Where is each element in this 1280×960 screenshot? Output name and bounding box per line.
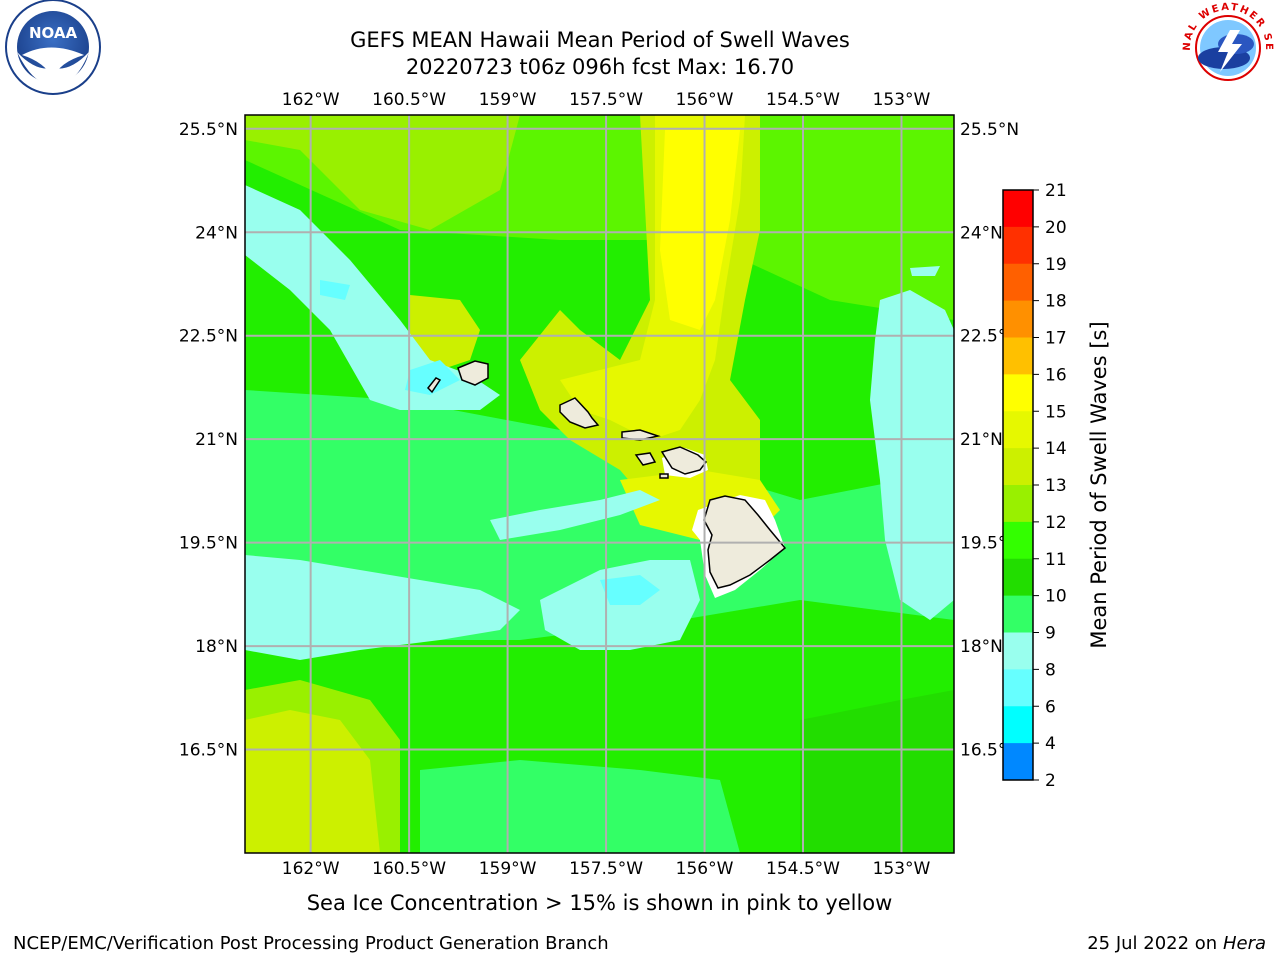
map-gridlines	[245, 115, 954, 853]
colorbar-tick-label: 19	[1045, 255, 1067, 275]
lat-label-left: 24°N	[195, 223, 238, 243]
island-molokai	[621, 429, 661, 441]
longitude-labels-top: 162°W 160.5°W 159°W 157.5°W 156°W 154.5°W 153°…	[282, 90, 931, 110]
map-subtitle: 20220723 t06z 096h fcst Max: 16.70	[405, 55, 795, 79]
footer-machine: Hera	[1222, 933, 1266, 954]
lat-label-left: 22.5°N	[179, 327, 238, 347]
noaa-logo-icon: NOAA	[5, 0, 101, 95]
colorbar-tick-label: 16	[1045, 365, 1067, 385]
lat-label-left: 21°N	[195, 430, 238, 450]
lon-label-top: 153°W	[873, 90, 931, 110]
lon-label-top: 156°W	[676, 90, 734, 110]
lon-label-bottom: 156°W	[676, 859, 734, 879]
colorbar-segment	[1003, 337, 1033, 375]
lat-label-right: 21°N	[960, 430, 1003, 450]
colorbar-segment	[1003, 485, 1033, 523]
colorbar-tick-label: 4	[1045, 734, 1056, 754]
colorbar-tick-label: 2	[1045, 771, 1056, 791]
footer-organization: NCEP/EMC/Verification Post Processing Pr…	[13, 933, 609, 954]
map-frame	[244, 114, 955, 854]
lon-label-bottom: 153°W	[873, 859, 931, 879]
lat-label-left: 16.5°N	[179, 741, 238, 761]
colorbar-segment	[1003, 300, 1033, 338]
colorbar-segment	[1003, 190, 1033, 228]
colorbar-label: Mean Period of Swell Waves [s]	[1087, 321, 1111, 648]
colorbar-tick-label: 8	[1045, 660, 1056, 680]
footer-date-text: 25 Jul 2022 on	[1087, 933, 1223, 954]
lon-label-bottom: 162°W	[282, 859, 340, 879]
island-maui	[660, 446, 708, 475]
colorbar: 21 20 19 18 17 16 15 14 13 12 11 10 9 8 6 4 2	[1002, 181, 1067, 791]
lon-label-bottom: 160.5°W	[372, 859, 446, 879]
noaa-logo-text: NOAA	[29, 24, 78, 42]
lon-label-top: 157.5°W	[569, 90, 643, 110]
colorbar-tick-label: 13	[1045, 476, 1067, 496]
lat-label-right: 24°N	[960, 223, 1003, 243]
island-kauai	[457, 360, 489, 386]
colorbar-segment	[1003, 669, 1033, 707]
lat-label-right: 18°N	[960, 637, 1003, 657]
colorbar-tick-label: 20	[1045, 218, 1067, 238]
colorbar-segment	[1003, 521, 1033, 560]
colorbar-segment	[1003, 706, 1033, 744]
lon-label-top: 159°W	[479, 90, 537, 110]
colorbar-tick-label: 18	[1045, 292, 1067, 312]
colorbar-segment	[1003, 226, 1033, 265]
colorbar-tick-label: 6	[1045, 697, 1056, 717]
colorbar-tick-label: 14	[1045, 439, 1067, 459]
colorbar-segment	[1003, 374, 1033, 412]
colorbar-tick-label: 10	[1045, 587, 1067, 607]
nws-logo-icon: NATIONAL WEATHER SERVICE	[0, 0, 1274, 94]
lon-label-bottom: 159°W	[479, 859, 537, 879]
colorbar-segment	[1003, 595, 1033, 633]
colorbar-tick-label: 21	[1045, 181, 1067, 201]
colorbar-segment	[1003, 743, 1033, 781]
island-oahu	[559, 397, 600, 429]
longitude-labels-bottom: 162°W 160.5°W 159°W 157.5°W 156°W 154.5°W 153°…	[282, 859, 931, 879]
colorbar-tick-label: 17	[1045, 329, 1067, 349]
lon-label-top: 154.5°W	[766, 90, 840, 110]
island-lanai	[634, 452, 657, 466]
lon-label-top: 162°W	[282, 90, 340, 110]
lon-label-bottom: 157.5°W	[569, 859, 643, 879]
colorbar-tick-label: 9	[1045, 624, 1056, 644]
colorbar-segment	[1003, 632, 1033, 670]
island-niihau	[426, 377, 442, 394]
colorbar-segment	[1003, 411, 1033, 449]
colorbar-segment	[1003, 448, 1033, 486]
colorbar-tick-label: 11	[1045, 550, 1067, 570]
sea-ice-caption: Sea Ice Concentration > 15% is shown in …	[306, 891, 893, 915]
island-kahoolawe	[659, 473, 669, 479]
lon-label-bottom: 154.5°W	[766, 859, 840, 879]
footer-date: 25 Jul 2022 on Hera	[1087, 933, 1266, 954]
lat-label-left: 18°N	[195, 637, 238, 657]
colorbar-tick-label: 15	[1045, 402, 1067, 422]
colorbar-segment	[1003, 558, 1033, 597]
lat-label-left: 25.5°N	[179, 120, 238, 140]
colorbar-tick-label: 12	[1045, 513, 1067, 533]
map-title: GEFS MEAN Hawaii Mean Period of Swell Wa…	[350, 28, 850, 52]
lon-label-top: 160.5°W	[372, 90, 446, 110]
colorbar-segment	[1003, 263, 1033, 302]
latitude-labels-left: 25.5°N 24°N 22.5°N 21°N 19.5°N 18°N 16.5°N	[179, 120, 238, 761]
svg-text:NATIONAL WEATHER SERVICE: NATIONAL WEATHER SERVICE	[0, 0, 1274, 52]
lat-label-left: 19.5°N	[179, 534, 238, 554]
swell-period-field	[245, 115, 954, 853]
lat-label-right: 25.5°N	[960, 120, 1019, 140]
